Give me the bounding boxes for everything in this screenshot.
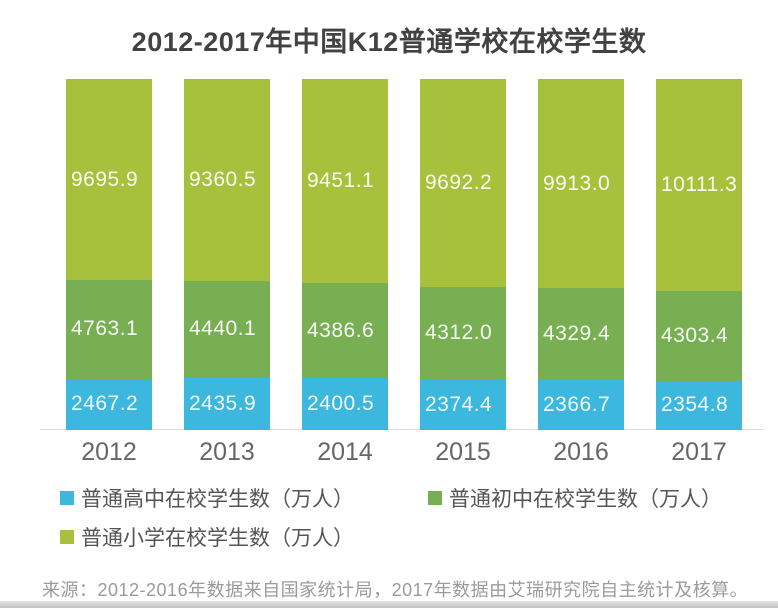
x-axis: 2012 2013 2014 2015 2016 2017 bbox=[40, 438, 764, 467]
bar-segment: 4386.6 bbox=[302, 283, 388, 379]
bar-2017: 10111.3 4303.4 2354.8 bbox=[656, 79, 742, 430]
x-axis-line bbox=[40, 429, 764, 430]
bar-segment: 2400.5 bbox=[302, 378, 388, 430]
bar-2016: 9913.0 4329.4 2366.7 bbox=[538, 79, 624, 430]
bar-segment: 9913.0 bbox=[538, 79, 624, 289]
x-axis-label: 2016 bbox=[553, 438, 609, 466]
value-label: 9451.1 bbox=[307, 169, 375, 193]
bar-2014: 9451.1 4386.6 2400.5 bbox=[302, 79, 388, 430]
x-axis-label: 2017 bbox=[671, 438, 727, 466]
value-label: 2400.5 bbox=[307, 392, 375, 416]
bar-segment: 4303.4 bbox=[656, 290, 742, 381]
bar-segment: 4329.4 bbox=[538, 288, 624, 380]
value-label: 4763.1 bbox=[71, 317, 139, 341]
bar-segment: 2366.7 bbox=[538, 379, 624, 430]
legend-label: 普通小学在校学生数（万人） bbox=[81, 527, 354, 550]
bar-2013: 9360.5 4440.1 2435.9 bbox=[184, 79, 270, 430]
value-label: 9692.2 bbox=[425, 170, 493, 194]
bar-segment: 4440.1 bbox=[184, 281, 270, 378]
value-label: 2435.9 bbox=[189, 391, 257, 415]
bar-segment: 9692.2 bbox=[420, 79, 506, 287]
bar-segment: 9451.1 bbox=[302, 79, 388, 284]
bar-segment: 2354.8 bbox=[656, 380, 742, 430]
source-note: 来源：2012-2016年数据来自国家统计局，2017年数据由艾瑞研究院自主统计… bbox=[42, 580, 749, 600]
value-label: 4440.1 bbox=[189, 317, 257, 341]
x-axis-label: 2015 bbox=[435, 438, 491, 466]
value-label: 2366.7 bbox=[543, 392, 611, 416]
value-label: 2354.8 bbox=[661, 393, 729, 417]
x-axis-label: 2014 bbox=[317, 438, 373, 466]
legend-swatch-senior-high bbox=[60, 491, 74, 505]
value-label: 9360.5 bbox=[189, 168, 257, 192]
legend-label: 普通高中在校学生数（万人） bbox=[81, 488, 354, 511]
legend-item-senior-high: 普通高中在校学生数（万人） bbox=[60, 483, 428, 513]
bar-segment: 2374.4 bbox=[420, 379, 506, 430]
legend-item-junior-high: 普通初中在校学生数（万人） bbox=[428, 483, 764, 513]
bar-segment: 4763.1 bbox=[66, 280, 152, 379]
bar-segment: 2467.2 bbox=[66, 378, 152, 430]
bar-2015: 9692.2 4312.0 2374.4 bbox=[420, 79, 506, 430]
value-label: 4303.4 bbox=[661, 323, 729, 347]
value-label: 2467.2 bbox=[71, 392, 139, 416]
value-label: 4329.4 bbox=[543, 322, 611, 346]
bar-segment: 2435.9 bbox=[184, 377, 270, 430]
chart-title: 2012-2017年中国K12普通学校在校学生数 bbox=[131, 27, 647, 57]
bottom-edge-strip bbox=[0, 601, 778, 608]
bar-segment: 9360.5 bbox=[184, 79, 270, 282]
bar-segment: 9695.9 bbox=[66, 79, 152, 281]
legend-label: 普通初中在校学生数（万人） bbox=[449, 488, 722, 511]
value-label: 2374.4 bbox=[425, 392, 493, 416]
value-label: 4312.0 bbox=[425, 320, 493, 344]
value-label: 10111.3 bbox=[661, 172, 738, 196]
legend-swatch-junior-high bbox=[428, 491, 442, 505]
bar-2012: 9695.9 4763.1 2467.2 bbox=[66, 79, 152, 430]
legend: 普通高中在校学生数（万人） 普通初中在校学生数（万人） 普通小学在校学生数（万人… bbox=[60, 483, 764, 552]
plot-area: 9695.9 4763.1 2467.2 9360.5 4440.1 2435.9 9451… bbox=[40, 79, 764, 430]
value-label: 4386.6 bbox=[307, 318, 375, 342]
bar-segment: 10111.3 bbox=[656, 79, 742, 291]
value-label: 9695.9 bbox=[71, 167, 139, 191]
bars: 9695.9 4763.1 2467.2 9360.5 4440.1 2435.9 9451… bbox=[40, 79, 764, 430]
bar-segment: 4312.0 bbox=[420, 286, 506, 380]
legend-item-primary: 普通小学在校学生数（万人） bbox=[60, 522, 428, 552]
legend-swatch-primary bbox=[60, 530, 74, 544]
x-axis-label: 2013 bbox=[199, 438, 255, 466]
x-axis-label: 2012 bbox=[81, 438, 137, 466]
value-label: 9913.0 bbox=[543, 171, 611, 195]
